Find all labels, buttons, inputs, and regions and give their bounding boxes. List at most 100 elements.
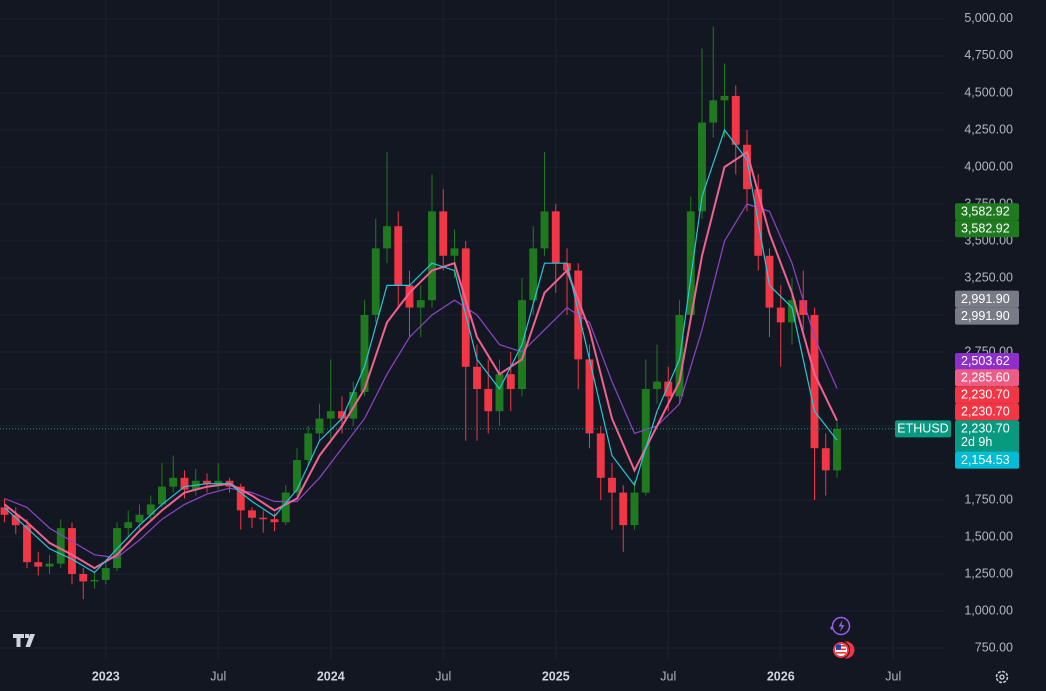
price-badge-label: 3,582.92: [961, 221, 1010, 235]
y-tick-label: 4,250.00: [964, 122, 1013, 136]
x-tick-label: Jul: [885, 669, 901, 683]
candle-body: [101, 568, 110, 580]
candle-body: [45, 563, 54, 567]
candle-body: [158, 486, 166, 505]
price-badge: [955, 451, 1019, 469]
candle-body: [473, 366, 481, 389]
candle-body: [540, 211, 549, 249]
candle-body: [360, 314, 369, 392]
y-tick-label: 4,000.00: [964, 159, 1013, 173]
candle-body: [788, 300, 796, 323]
candle-body: [23, 525, 31, 563]
price-badge-label: 3,582.92: [961, 204, 1010, 218]
candle-body: [428, 211, 436, 301]
candle-body: [563, 263, 571, 271]
candle-body: [315, 418, 324, 434]
event-icon[interactable]: [830, 616, 851, 636]
candle-body: [833, 428, 841, 471]
candle-body: [349, 391, 358, 419]
candle-body: [743, 144, 751, 190]
candle-body: [338, 411, 346, 419]
candle-body: [799, 300, 808, 315]
candle-body: [551, 211, 560, 264]
candle-body: [810, 314, 819, 449]
candle-body: [236, 486, 245, 511]
candle-body: [450, 248, 459, 256]
candle-body: [709, 100, 718, 123]
candle-body: [11, 514, 20, 526]
settings-icon[interactable]: [995, 670, 1009, 684]
economic-event-icon[interactable]: [832, 641, 855, 659]
moving-average-line: [4, 128, 838, 574]
price-badge-label: 2,991.90: [961, 292, 1010, 306]
candle-body: [405, 285, 414, 308]
candle-body: [146, 504, 155, 515]
candle-body: [664, 381, 673, 397]
candle-body: [821, 448, 830, 471]
price-badge-label: 2,503.62: [961, 354, 1010, 368]
price-badge-label: 2,230.70: [961, 388, 1010, 402]
candle-body: [765, 255, 774, 308]
candle-body: [641, 388, 650, 493]
price-badge: [955, 203, 1019, 221]
moving-average-line: [4, 203, 838, 559]
candle-body: [371, 248, 380, 315]
price-badge: [955, 369, 1019, 387]
y-tick-label: 4,500.00: [964, 85, 1013, 99]
candle-body: [293, 460, 301, 493]
candle-body: [698, 122, 706, 212]
moving-average-line: [3, 150, 838, 570]
x-tick-label: Jul: [210, 669, 226, 683]
price-badge: [955, 352, 1019, 370]
x-tick-label: Jul: [660, 669, 676, 683]
price-badge: [955, 220, 1019, 238]
tradingview-logo: [13, 634, 35, 647]
grid: [0, 0, 945, 660]
candle-body: [776, 307, 785, 323]
candle-body: [394, 226, 403, 286]
candle-body: [529, 248, 538, 301]
y-tick-label: 750.00: [975, 640, 1013, 654]
candle-body: [124, 522, 133, 529]
price-badge: [955, 307, 1019, 325]
price-badge: [955, 420, 1019, 453]
x-tick-label: 2023: [92, 669, 120, 683]
y-tick-label: 3,250.00: [964, 270, 1013, 284]
price-badges: ETHUSD 3,582.92 3,582.92 2,991.90 2,991.90 2,…: [895, 203, 1019, 469]
candle-body: [585, 359, 594, 434]
candle-body: [0, 507, 9, 515]
candle-body: [596, 433, 605, 478]
y-tick-label: 1,750.00: [964, 492, 1013, 506]
candle-body: [686, 211, 695, 315]
candle-body: [439, 211, 448, 256]
candle-body: [484, 388, 493, 412]
y-tick-label: 5,000.00: [964, 11, 1013, 25]
y-tick-label: 4,750.00: [964, 48, 1013, 62]
candle-body: [416, 300, 425, 308]
price-badge-label: 2,230.70: [961, 422, 1010, 436]
candle-body: [304, 433, 313, 461]
candle-body: [653, 381, 661, 389]
y-tick-label: 1,250.00: [964, 566, 1013, 580]
candle-body: [731, 95, 740, 145]
x-tick-label: Jul: [435, 669, 451, 683]
candle-body: [79, 574, 88, 582]
candle-body: [495, 374, 504, 412]
candle-body: [214, 480, 223, 484]
candle-body: [619, 492, 628, 526]
plot-area: [0, 26, 945, 600]
candle-body: [169, 477, 178, 487]
candle-body: [281, 492, 290, 523]
x-tick-label: 2026: [767, 669, 795, 683]
candle-body: [34, 562, 43, 567]
candle-body: [506, 374, 515, 389]
candle-body: [248, 510, 256, 518]
candle-body: [203, 480, 211, 484]
y-tick-label: 1,500.00: [964, 529, 1013, 543]
y-tick-label: 1,000.00: [964, 603, 1013, 617]
candle-body: [68, 528, 76, 575]
price-badge: [955, 386, 1019, 404]
candle-body: [259, 517, 268, 520]
symbol-tag-bg: [895, 420, 951, 438]
